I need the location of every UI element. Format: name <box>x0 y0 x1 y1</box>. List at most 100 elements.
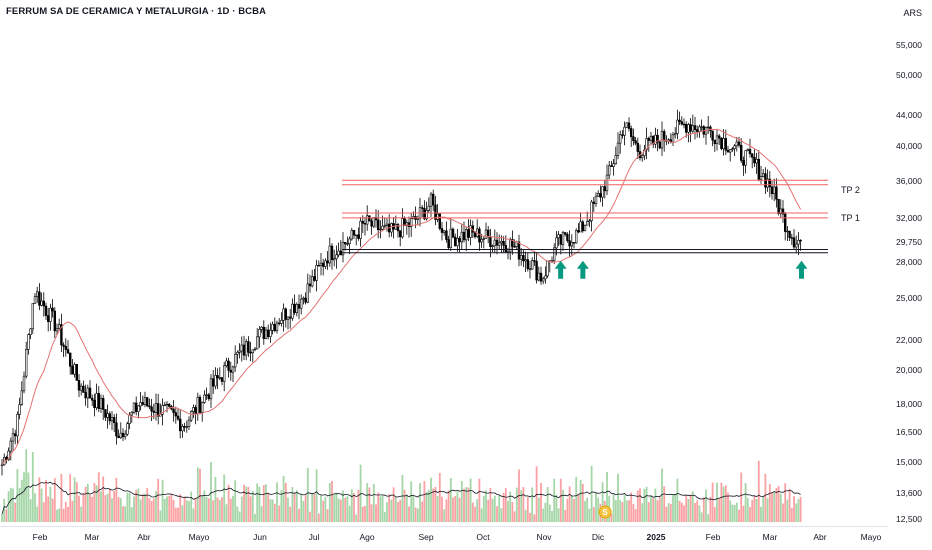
volume-bar <box>348 505 351 522</box>
x-tick-label: Mar <box>84 532 100 542</box>
volume-bar <box>496 506 498 522</box>
volume-bar <box>29 499 32 522</box>
volume-bar <box>628 500 630 522</box>
volume-bar <box>84 486 87 522</box>
candle-body <box>555 237 558 249</box>
candle-body <box>247 341 250 353</box>
volume-bar <box>133 496 135 522</box>
volume-bar <box>592 506 595 522</box>
volume-bar <box>724 485 727 522</box>
volume-bar <box>634 509 637 522</box>
candle-body <box>302 297 305 300</box>
candle-body <box>253 348 257 351</box>
y-tick-label: 13,600 <box>896 488 922 498</box>
candle-body <box>115 422 118 437</box>
dividend-marker-label: S <box>602 508 608 517</box>
volume-bar <box>617 473 619 522</box>
volume-bar <box>229 498 232 522</box>
volume-bar <box>212 500 215 522</box>
chart-title: FERRUM SA DE CERAMICA Y METALURGIA · 1D … <box>6 6 267 17</box>
volume-bar <box>148 498 151 522</box>
volume-bar <box>91 496 94 522</box>
candle-body <box>255 336 259 350</box>
volume-bar <box>425 492 428 522</box>
volume-bar <box>430 477 432 522</box>
candle-body <box>209 378 213 400</box>
candle-body <box>508 238 512 253</box>
candle-body <box>753 156 756 164</box>
candle-body <box>398 230 402 238</box>
volume-bar <box>742 505 745 522</box>
volume-bar <box>137 488 140 522</box>
price-chart[interactable]: S <box>0 0 888 530</box>
volume-bar <box>181 505 184 522</box>
candle-body <box>726 149 730 153</box>
tp2-label: TP 2 <box>841 185 860 195</box>
volume-bar <box>755 498 758 522</box>
candle-body <box>374 217 378 221</box>
volume-bar <box>584 500 586 522</box>
volume-bar <box>306 468 309 522</box>
candle-body <box>317 265 320 267</box>
candle-body <box>394 224 397 230</box>
x-tick-label: Mayo <box>860 532 882 542</box>
candle-body <box>755 159 758 164</box>
volume-bar <box>562 489 564 522</box>
volume-bar <box>337 498 340 522</box>
candle-body <box>335 254 338 259</box>
candle-body <box>264 329 268 339</box>
volume-bar <box>654 488 657 522</box>
candle-body <box>656 134 659 143</box>
candle-body <box>220 377 224 382</box>
candle-body <box>768 178 772 188</box>
x-tick-label: Ago <box>359 532 375 542</box>
volume-bar <box>672 494 674 522</box>
candle-body <box>337 250 340 256</box>
candle-body <box>739 144 743 161</box>
candle-body <box>409 218 413 227</box>
volume-bar <box>210 461 212 522</box>
candle-body <box>251 349 254 354</box>
volume-bar <box>520 490 523 522</box>
volume-bar <box>469 478 472 522</box>
candle-body <box>407 222 411 227</box>
volume-bar <box>1 514 3 522</box>
volume-bar <box>196 467 199 522</box>
volume-bar <box>14 502 17 522</box>
candle-body <box>376 219 380 231</box>
volume-bar <box>522 487 525 522</box>
volume-bar <box>551 511 553 522</box>
candle-body <box>218 377 221 379</box>
candle-body <box>106 413 109 418</box>
volume-bar <box>478 478 481 522</box>
volume-bar <box>456 491 459 522</box>
volume-bar <box>124 506 127 522</box>
volume-bar <box>689 494 692 522</box>
price-axis[interactable]: 55,000 50,000 44,000 40,000 36,000 32,00… <box>888 0 932 550</box>
candle-body <box>284 308 287 320</box>
candle-body <box>5 456 8 461</box>
volume-bar <box>540 482 542 522</box>
candle-body <box>383 225 386 227</box>
volume-bar <box>419 483 421 522</box>
candle-body <box>401 218 404 238</box>
candle-body <box>0 464 4 466</box>
candle-body <box>585 221 589 226</box>
volume-bar <box>691 491 694 522</box>
candle-body <box>574 230 578 244</box>
volume-bar <box>568 486 571 522</box>
candle-body <box>607 165 611 176</box>
volume-bar <box>559 478 562 522</box>
volume-bar <box>326 509 329 522</box>
volume-bar <box>64 502 67 522</box>
volume-bar <box>786 499 789 522</box>
volume-bar <box>238 511 241 522</box>
candle-body <box>44 305 48 316</box>
currency-label[interactable]: ARS <box>903 8 922 18</box>
candle-body <box>306 283 309 303</box>
volume-bar <box>449 478 452 522</box>
candle-body <box>97 393 101 409</box>
candle-body <box>229 370 232 373</box>
volume-bar <box>713 507 716 522</box>
candle-body <box>288 316 292 319</box>
